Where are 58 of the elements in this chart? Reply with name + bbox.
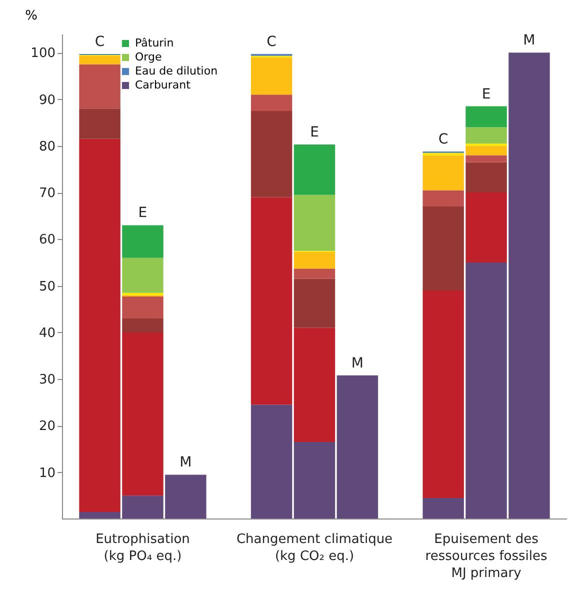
- x-tick-label: E: [138, 205, 148, 222]
- bar: [422, 290, 464, 498]
- legend-label: Orge: [135, 50, 162, 64]
- text: Eutrophisation (kg PO₄ eq.): [96, 532, 190, 564]
- bar: [294, 328, 336, 442]
- legend-label: Eau de dilution: [135, 64, 218, 78]
- bar: [250, 110, 292, 198]
- bar: [294, 442, 336, 519]
- bar: [422, 155, 464, 190]
- bar: [466, 155, 507, 162]
- bar: [79, 64, 120, 109]
- bar: [466, 106, 507, 128]
- y-tick-label: 40: [38, 326, 56, 341]
- bar: [250, 197, 292, 405]
- x-tick-label: M: [351, 355, 364, 372]
- y-tick-label: 30: [38, 372, 56, 388]
- bar: [122, 318, 164, 332]
- x-tick-label: C: [266, 34, 277, 50]
- y-axis-title: %: [25, 8, 38, 24]
- bar: [422, 190, 464, 207]
- x-tick-label: E: [310, 124, 319, 141]
- bar: [336, 375, 378, 519]
- bar: [122, 296, 164, 318]
- bar: [466, 162, 507, 193]
- x-tick-label: C: [438, 132, 448, 148]
- bar: [250, 94, 292, 111]
- text: Epuisement des ressources fossiles MJ primary: [425, 532, 548, 581]
- bar: [294, 278, 336, 328]
- bar: [422, 206, 464, 290]
- y-tick-label: 50: [38, 279, 56, 294]
- text: Changement climatique (kg CO₂ eq.): [236, 532, 393, 564]
- y-tick-label: 20: [38, 419, 56, 434]
- legend-label: Carburant: [135, 78, 192, 92]
- y-tick-label: 100: [30, 46, 56, 62]
- y-tick-label: 60: [38, 232, 56, 248]
- x-tick-label: C: [94, 34, 105, 50]
- bar: [422, 152, 464, 156]
- bar: [79, 56, 120, 64]
- bar: [79, 108, 120, 139]
- bar: [466, 146, 507, 156]
- bar: [294, 144, 336, 195]
- bar: [294, 268, 336, 279]
- bar: [122, 225, 164, 258]
- x-tick-label: M: [523, 32, 536, 49]
- y-tick-label: 10: [38, 466, 56, 481]
- bar: [466, 192, 507, 263]
- bar: [122, 258, 164, 293]
- bar: [294, 194, 336, 251]
- bar: [294, 252, 336, 269]
- x-tick-label: M: [180, 454, 192, 471]
- bar: [250, 404, 292, 519]
- y-tick-label: 70: [38, 186, 56, 202]
- y-tick-label: 90: [38, 92, 56, 108]
- legend-label: Pâturin: [135, 36, 174, 50]
- y-tick-label: 80: [38, 139, 56, 154]
- bar: [466, 127, 507, 144]
- bar: [250, 57, 292, 95]
- x-tick-label: E: [482, 86, 491, 102]
